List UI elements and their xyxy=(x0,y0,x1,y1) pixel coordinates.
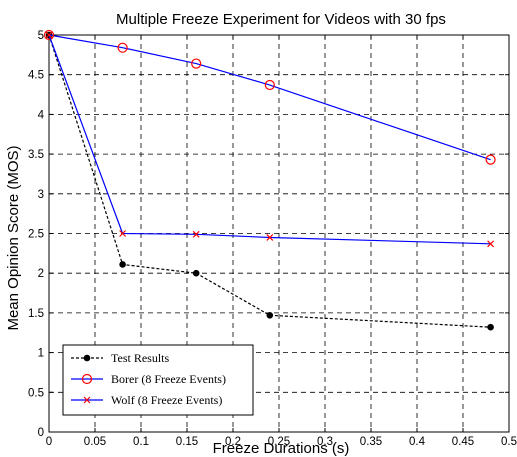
data-point-x xyxy=(45,31,53,39)
x-marker-stroke xyxy=(266,234,274,241)
y-tick-label: 0.5 xyxy=(28,387,44,399)
y-tick-label: 5 xyxy=(38,30,44,42)
x-tick-label: 0.35 xyxy=(360,436,382,448)
data-point-circle xyxy=(117,42,128,53)
x-marker-stroke xyxy=(487,240,495,248)
legend-label: Borer (8 Freeze Events) xyxy=(111,372,226,386)
y-tick-label: 4 xyxy=(38,109,45,121)
x-tick-label: 0.25 xyxy=(268,436,290,448)
data-point-x xyxy=(83,396,91,404)
legend: Test Results Borer (8 Freeze Events) Wolf … xyxy=(62,344,254,416)
x-tick-label: 0.1 xyxy=(133,436,149,448)
y-tick-label: 4.5 xyxy=(28,70,44,82)
legend-item: Test Results xyxy=(71,351,169,365)
legend-label: Wolf (8 Freeze Events) xyxy=(111,393,222,407)
data-point-dot xyxy=(266,311,274,319)
y-tick-label: 1 xyxy=(38,348,44,360)
data-point-circle xyxy=(43,29,55,41)
x-tick-label: 0.05 xyxy=(84,436,106,448)
x-tick-label: 0.2 xyxy=(225,436,241,448)
data-point-x xyxy=(119,230,127,237)
data-point-circle xyxy=(191,58,202,69)
series-0 xyxy=(45,31,494,331)
y-tick-label: 1.5 xyxy=(28,308,44,320)
x-tick-label: 0 xyxy=(46,436,52,448)
x-tick-label: 0.5 xyxy=(501,436,517,448)
data-point-dot xyxy=(83,354,91,362)
x-axis-label: Freeze Durations (s) xyxy=(213,440,350,457)
series-line xyxy=(48,34,491,328)
series-1 xyxy=(43,29,496,165)
x-tick-label: 0.45 xyxy=(452,436,474,448)
x-marker-stroke xyxy=(119,230,127,237)
ticks: 0 0.05 0.1 0.15 0.2 0.25 0.3 0.35 0.4 0.45 0.5 0 0.5… xyxy=(28,30,517,448)
x-marker-stroke xyxy=(192,230,200,238)
data-point-dot xyxy=(487,323,494,331)
x-tick-label: 0.3 xyxy=(317,436,333,448)
data-point-x xyxy=(487,240,495,248)
data-point-circle xyxy=(485,154,496,165)
series-layer xyxy=(43,29,496,331)
data-point-x xyxy=(266,234,274,241)
y-tick-label: 3 xyxy=(38,189,44,201)
x-marker-stroke xyxy=(83,396,91,404)
y-tick-label: 3.5 xyxy=(28,149,44,161)
chart-title: Multiple Freeze Experiment for Videos wi… xyxy=(116,11,446,28)
y-tick-label: 2 xyxy=(38,268,44,280)
series-line xyxy=(48,34,491,161)
data-point-circle xyxy=(81,373,93,385)
x-tick-label: 0.15 xyxy=(176,436,198,448)
y-tick-label: 0 xyxy=(38,427,44,439)
data-point-x xyxy=(192,230,200,238)
legend-item: Wolf (8 Freeze Events) xyxy=(71,393,222,407)
x-tick-label: 0.4 xyxy=(409,436,426,448)
series-2 xyxy=(45,31,495,248)
legend-label: Test Results xyxy=(111,351,169,365)
data-point-dot xyxy=(192,269,200,277)
y-tick-label: 2.5 xyxy=(28,229,44,241)
legend-item: Borer (8 Freeze Events) xyxy=(71,372,226,386)
data-point-dot xyxy=(119,261,126,268)
y-axis-label: Mean Opinion Score (MOS) xyxy=(5,145,22,330)
data-point-circle xyxy=(264,79,275,91)
series-line xyxy=(48,34,491,245)
x-marker-stroke xyxy=(45,31,53,39)
legend-box xyxy=(62,344,254,416)
